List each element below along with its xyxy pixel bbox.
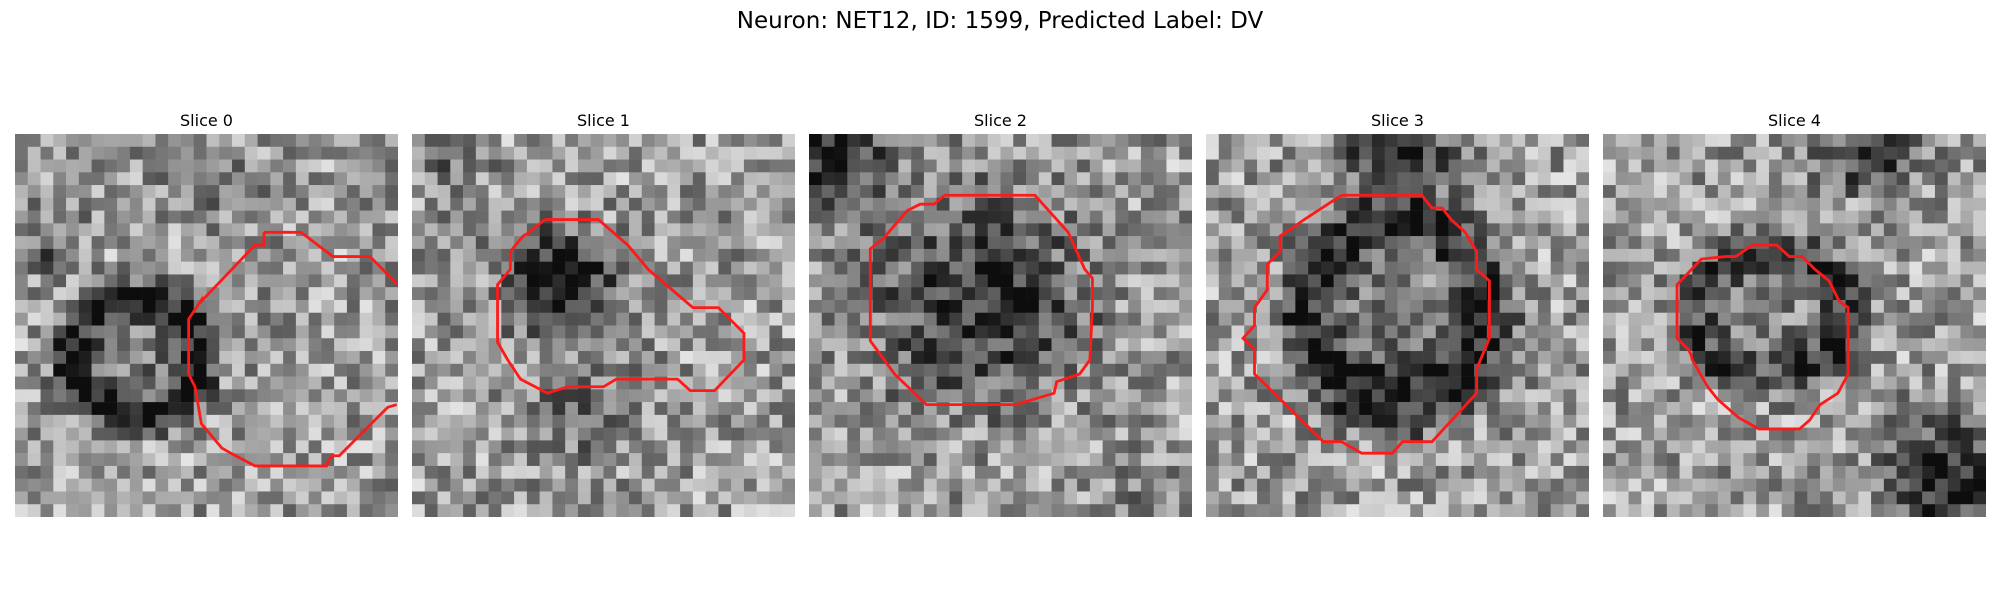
roi-contour-0 — [263, 230, 398, 286]
slice-image-4 — [1603, 134, 1986, 517]
slice-title-0: Slice 0 — [180, 111, 233, 130]
microscopy-grid-3 — [1206, 134, 1589, 517]
slice-image-1 — [412, 134, 795, 517]
roi-contour-3 — [1241, 193, 1491, 455]
roi-contour-4 — [1675, 243, 1850, 431]
slice-image-2 — [809, 134, 1192, 517]
slice-title-3: Slice 3 — [1371, 111, 1424, 130]
slice-svg-2 — [809, 134, 1192, 517]
slice-image-3 — [1206, 134, 1589, 517]
slice-panel-3: Slice 3 — [1206, 108, 1589, 517]
microscopy-grid-4 — [1603, 134, 1986, 517]
microscopy-grid-2 — [809, 134, 1192, 517]
slice-panel-0: Slice 0 — [15, 108, 398, 517]
slice-svg-1 — [412, 134, 795, 517]
figure-title: Neuron: NET12, ID: 1599, Predicted Label… — [736, 8, 1264, 34]
slice-title-4: Slice 4 — [1768, 111, 1821, 130]
roi-contour-1 — [496, 218, 746, 395]
slice-svg-0 — [15, 134, 398, 517]
roi-contour-2 — [868, 193, 1094, 407]
slice-panel-2: Slice 2 — [809, 108, 1192, 517]
slice-svg-4 — [1603, 134, 1986, 517]
slice-title-1: Slice 1 — [577, 111, 630, 130]
microscopy-grid-1 — [412, 134, 795, 517]
roi-contour-0b — [187, 232, 398, 468]
slice-svg-3 — [1206, 134, 1589, 517]
slice-panel-1: Slice 1 — [412, 108, 795, 517]
slice-panel-4: Slice 4 — [1603, 108, 1986, 517]
microscopy-grid-0 — [15, 134, 398, 517]
slice-title-2: Slice 2 — [974, 111, 1027, 130]
slice-image-0 — [15, 134, 398, 517]
